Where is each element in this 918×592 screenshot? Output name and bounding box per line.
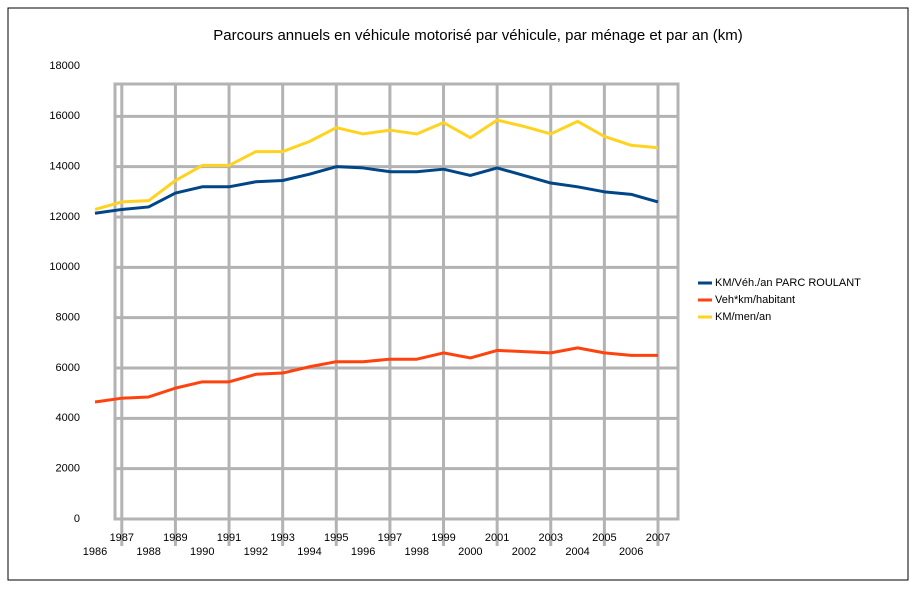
legend-label: KM/men/an: [715, 311, 771, 323]
plot-frame: [113, 82, 680, 521]
x-tick-label: 1998: [404, 546, 428, 558]
x-tick-label: 1987: [110, 532, 134, 544]
x-tick-label: 2002: [512, 546, 536, 558]
x-tick-label: 1988: [136, 546, 160, 558]
y-tick-label: 18000: [49, 60, 80, 72]
y-tick-label: 0: [74, 513, 80, 525]
chart-title: Parcours annuels en véhicule motorisé pa…: [213, 27, 742, 44]
y-tick-label: 4000: [56, 412, 80, 424]
line-series: [94, 118, 659, 211]
y-tick-label: 2000: [56, 463, 80, 475]
x-tick-label: 1986: [83, 546, 107, 558]
y-tick-label: 16000: [49, 110, 80, 122]
y-tick-label: 10000: [49, 261, 80, 273]
x-tick-label: 1993: [270, 532, 294, 544]
x-tick-label: 1989: [163, 532, 187, 544]
x-tick-label: 1992: [244, 546, 268, 558]
x-tick-label: 2003: [539, 532, 563, 544]
x-tick-label: 1994: [297, 546, 321, 558]
x-tick-label: 2005: [592, 532, 616, 544]
x-tick-label: 1991: [217, 532, 241, 544]
y-tick-label: 8000: [56, 312, 80, 324]
legend-label: Veh*km/habitant: [715, 294, 795, 306]
line-series: [94, 165, 659, 215]
frame: [7, 7, 909, 581]
line-series: [94, 346, 658, 404]
y-tick-label: 14000: [49, 161, 80, 173]
x-tick-label: 1999: [431, 532, 455, 544]
x-tick-label: 2004: [565, 546, 589, 558]
x-tick-label: 1997: [378, 532, 402, 544]
y-tick-label: 6000: [56, 362, 80, 374]
x-tick-label: 1990: [190, 546, 214, 558]
x-tick-label: 2001: [485, 532, 509, 544]
x-tick-label: 2007: [646, 532, 670, 544]
x-tick-label: 1995: [324, 532, 348, 544]
x-tick-label: 2000: [458, 546, 482, 558]
y-tick-label: 12000: [49, 211, 80, 223]
x-tick-label: 1996: [351, 546, 375, 558]
x-tick-label: 2006: [619, 546, 643, 558]
legend-label: KM/Véh./an PARC ROULANT: [715, 277, 861, 289]
